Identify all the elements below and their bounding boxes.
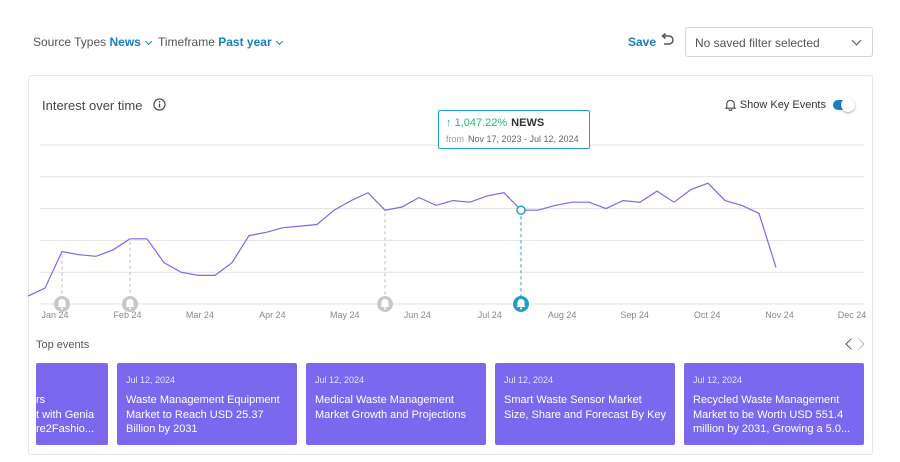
- event-card[interactable]: rs t with Genia re2Fashio...: [36, 363, 108, 445]
- series-line: [27, 182, 777, 297]
- event-title: rs t with Genia re2Fashio...: [36, 394, 95, 435]
- x-tick-label: Feb 24: [113, 310, 141, 320]
- timeframe-filter[interactable]: Timeframe Past year: [158, 35, 283, 49]
- change-value: 1,047.22%: [454, 117, 508, 129]
- x-tick-label: May 24: [330, 310, 360, 320]
- selected-point[interactable]: [516, 205, 526, 215]
- timeframe-value: Past year: [218, 35, 272, 49]
- event-card[interactable]: Jul 12, 2024 Recycled Waste Management M…: [684, 363, 864, 445]
- toggle-knob: [841, 97, 855, 112]
- x-tick-label: Nov 24: [765, 310, 794, 320]
- key-events-label: Show Key Events: [739, 98, 826, 111]
- x-tick-label: Jan 24: [41, 310, 68, 320]
- top-events-list: rs t with Genia re2Fashio... Jul 12, 202…: [36, 363, 865, 445]
- event-title: Medical Waste Management Market Growth a…: [315, 394, 467, 421]
- save-button[interactable]: Save: [628, 35, 657, 49]
- interest-card: Interest over time Show Key Events: [28, 75, 873, 455]
- event-marker[interactable]: [377, 296, 393, 312]
- x-tick-label: Dec 24: [838, 310, 867, 320]
- top-events-label: Top events: [36, 339, 90, 351]
- x-tick-label: Apr 24: [259, 310, 286, 320]
- x-tick-label: Jul 24: [478, 310, 502, 320]
- x-tick-label: Oct 24: [694, 310, 721, 320]
- source-name: NEWS: [511, 117, 545, 129]
- source-types-value: News: [109, 35, 141, 49]
- event-date: Jul 12, 2024: [315, 375, 365, 385]
- saved-filter-value: No saved filter selected: [695, 36, 820, 50]
- x-tick-label: Jun 24: [404, 310, 431, 320]
- bell-icon: [724, 99, 737, 111]
- undo-icon[interactable]: [659, 32, 675, 48]
- card-title: Interest over time: [42, 98, 143, 113]
- event-date: Jul 12, 2024: [693, 375, 743, 385]
- key-events-control: Show Key Events: [724, 97, 855, 112]
- x-tick-label: Sep 24: [620, 310, 649, 320]
- source-types-filter[interactable]: Source Types News: [33, 35, 152, 49]
- event-marker[interactable]: [54, 296, 70, 312]
- saved-filter-select[interactable]: No saved filter selected: [685, 27, 873, 57]
- event-title: Waste Management Equipment Market to Rea…: [126, 394, 280, 435]
- selected-event-marker[interactable]: [513, 296, 529, 312]
- event-card[interactable]: Jul 12, 2024 Waste Management Equipment …: [117, 363, 297, 445]
- event-card[interactable]: Jul 12, 2024 Medical Waste Management Ma…: [306, 363, 486, 445]
- event-card[interactable]: Jul 12, 2024 Smart Waste Sensor Market S…: [495, 363, 675, 445]
- from-label: from: [446, 134, 464, 144]
- event-title: Recycled Waste Management Market to be W…: [693, 394, 851, 435]
- filter-bar: Source Types News Timeframe Past year Sa…: [0, 26, 900, 58]
- event-date: Jul 12, 2024: [126, 375, 176, 385]
- value-tooltip: ↑ 1,047.22% NEWS from Nov 17, 2023 - Jul 1…: [438, 110, 590, 149]
- timeframe-label: Timeframe: [158, 35, 215, 49]
- up-arrow-icon: ↑: [446, 117, 455, 129]
- info-icon[interactable]: [153, 98, 166, 111]
- x-tick-label: Aug 24: [548, 310, 577, 320]
- event-title: Smart Waste Sensor Market Size, Share an…: [504, 394, 667, 421]
- x-tick-label: Mar 24: [186, 310, 214, 320]
- event-date: Jul 12, 2024: [504, 375, 554, 385]
- event-marker[interactable]: [122, 296, 138, 312]
- source-types-label: Source Types: [33, 35, 107, 49]
- date-range: Nov 17, 2023 - Jul 12, 2024: [468, 134, 579, 144]
- key-events-toggle[interactable]: [833, 97, 855, 112]
